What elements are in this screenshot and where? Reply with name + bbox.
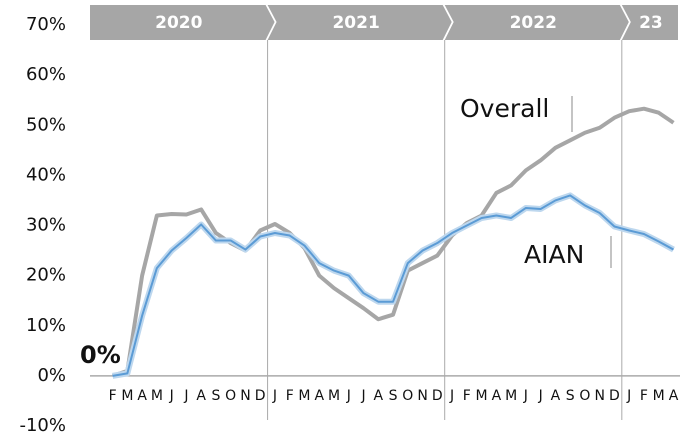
x-tick-label: S [389,388,398,404]
year-band [90,5,275,40]
x-tick-label: M [328,388,340,404]
x-tick-label: A [373,388,383,404]
x-tick-label: J [183,388,188,404]
x-tick-label: M [505,388,517,404]
x-tick-label: J [523,388,528,404]
series-label: AIAN [524,240,584,269]
x-tick-label: A [196,388,206,404]
x-tick-label: F [286,388,294,404]
y-tick-label: 70% [26,14,66,35]
series-line [112,194,674,377]
year-label: 23 [639,13,663,33]
x-tick-label: F [109,388,117,404]
y-tick-label: 10% [26,315,66,336]
year-band [621,5,678,40]
x-tick-label: F [640,388,648,404]
annotation: 0% [80,341,121,369]
x-tick-label: A [137,388,147,404]
x-tick-label: S [211,388,220,404]
y-tick-label: 40% [26,164,66,185]
x-tick-label: J [538,388,543,404]
x-tick-label: N [417,388,427,404]
series-label: Overall [460,94,549,123]
y-tick-label: -10% [19,415,66,436]
x-tick-label: J [626,388,631,404]
x-tick-label: J [449,388,454,404]
x-tick-label: N [240,388,250,404]
x-tick-label: M [298,388,310,404]
x-tick-label: M [151,388,163,404]
x-tick-label: M [653,388,665,404]
x-tick-label: J [360,388,365,404]
year-label: 2021 [332,13,379,33]
x-tick-label: A [551,388,561,404]
line-halo [112,192,675,379]
x-tick-label: M [476,388,488,404]
x-tick-label: O [579,388,590,404]
y-tick-label: 20% [26,265,66,286]
x-tick-label: J [272,388,277,404]
year-band [444,5,629,40]
year-label: 2020 [155,13,202,33]
year-band [267,5,452,40]
x-tick-label: A [492,388,502,404]
x-tick-label: M [121,388,133,404]
x-tick-label: D [432,388,443,404]
year-label: 2022 [510,13,557,33]
x-tick-label: J [346,388,351,404]
y-tick-label: 30% [26,215,66,236]
x-tick-label: S [566,388,575,404]
x-tick-label: F [463,388,471,404]
x-tick-label: D [255,388,266,404]
x-tick-label: D [609,388,620,404]
y-tick-label: 0% [37,365,66,386]
y-tick-label: 50% [26,114,66,135]
x-tick-label: A [669,388,679,404]
x-tick-label: O [225,388,236,404]
y-tick-label: 60% [26,64,66,85]
x-tick-label: N [594,388,604,404]
x-tick-label: A [314,388,324,404]
x-tick-label: J [169,388,174,404]
x-tick-label: O [402,388,413,404]
series-line [111,106,675,378]
